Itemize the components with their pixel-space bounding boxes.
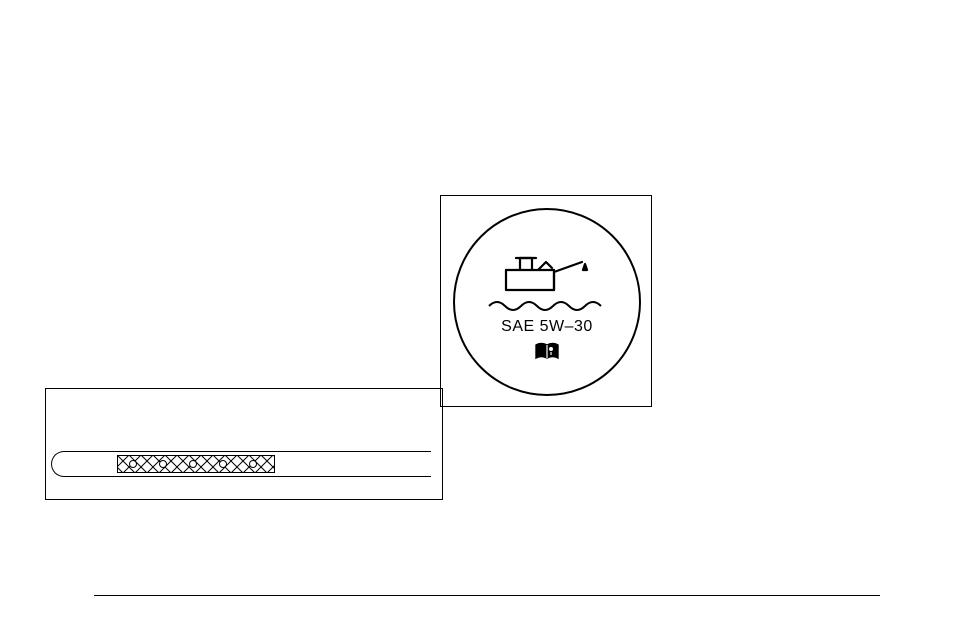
dipstick-body bbox=[51, 451, 431, 477]
oil-cap-diagram: SAE 5W–30 bbox=[440, 195, 652, 407]
oil-cap-circle: SAE 5W–30 bbox=[453, 208, 641, 396]
oil-can-icon bbox=[492, 250, 602, 296]
dipstick-diagram bbox=[45, 388, 443, 500]
dipstick-hole bbox=[189, 460, 197, 468]
oil-wave-icon bbox=[487, 298, 607, 312]
dipstick-hole bbox=[129, 460, 137, 468]
owners-manual-icon bbox=[534, 342, 560, 360]
page-footer-rule bbox=[94, 595, 880, 596]
dipstick-hole bbox=[159, 460, 167, 468]
dipstick-hole bbox=[219, 460, 227, 468]
sae-grade-label: SAE 5W–30 bbox=[501, 318, 593, 336]
dipstick-hole bbox=[249, 460, 257, 468]
